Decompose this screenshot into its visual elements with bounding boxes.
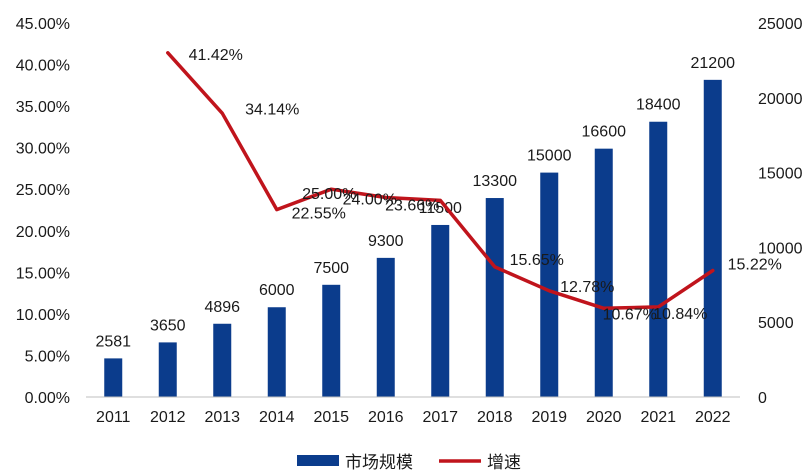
bar-data-label: 3650 <box>150 317 186 334</box>
left-tick-label: 5.00% <box>25 348 70 365</box>
line-data-label: 41.42% <box>189 47 243 64</box>
left-tick-label: 15.00% <box>16 265 70 282</box>
bar-data-label: 13300 <box>473 173 518 190</box>
bar <box>376 257 395 397</box>
legend: 市场规模 增速 <box>297 453 521 472</box>
bar-data-label: 21200 <box>691 55 736 72</box>
left-tick-label: 25.00% <box>16 182 70 199</box>
line-data-label: 12.78% <box>560 279 614 296</box>
right-tick-label: 5000 <box>758 315 794 332</box>
legend-swatch-market-size <box>297 455 339 466</box>
legend-label-market-size: 市场规模 <box>345 453 413 472</box>
bar-data-label: 18400 <box>636 97 681 114</box>
x-tick-label: 2018 <box>477 409 513 426</box>
bar <box>703 79 722 398</box>
line-data-label: 22.55% <box>292 206 346 223</box>
bar <box>158 342 177 397</box>
bar <box>267 307 286 397</box>
line-data-label: 15.22% <box>728 257 782 274</box>
x-tick-label: 2013 <box>204 409 240 426</box>
bar-data-label: 16600 <box>582 124 627 141</box>
bar <box>540 172 559 397</box>
right-tick-label: 25000 <box>758 16 803 33</box>
left-tick-label: 10.00% <box>16 307 70 324</box>
bar <box>104 358 123 397</box>
line-data-label: 10.67% <box>603 306 657 323</box>
line-data-label: 34.14% <box>245 101 299 118</box>
bar-data-label: 9300 <box>368 233 404 250</box>
line-data-label: 25.00% <box>302 186 356 203</box>
right-tick-label: 15000 <box>758 166 803 183</box>
left-tick-label: 45.00% <box>16 16 70 33</box>
bar-data-label: 4896 <box>204 299 240 316</box>
x-tick-label: 2015 <box>313 409 349 426</box>
x-tick-label: 2012 <box>150 409 186 426</box>
bar <box>649 121 668 398</box>
x-tick-label: 2016 <box>368 409 404 426</box>
line-data-label: 10.84% <box>653 306 707 323</box>
x-tick-label: 2021 <box>640 409 676 426</box>
bar <box>213 323 232 397</box>
bar-series <box>104 79 722 398</box>
line-data-label: 24.00% <box>343 192 397 209</box>
left-tick-label: 35.00% <box>16 99 70 116</box>
right-tick-label: 10000 <box>758 240 803 257</box>
left-tick-label: 40.00% <box>16 58 70 75</box>
legend-label-growth: 增速 <box>487 453 521 472</box>
x-axis: 2011 2012 2013 2014 2015 2016 2017 2018 2019 2020… <box>96 409 731 426</box>
bar-data-label: 15000 <box>527 148 572 165</box>
bar <box>485 198 504 397</box>
left-axis: 0.00% 5.00% 10.00% 15.00% 20.00% 25.00% 30.00%… <box>16 16 70 407</box>
x-tick-label: 2011 <box>96 409 131 426</box>
x-tick-label: 2017 <box>422 409 458 426</box>
left-tick-label: 0.00% <box>25 390 70 407</box>
bar <box>322 284 341 397</box>
left-tick-label: 20.00% <box>16 224 70 241</box>
line-data-labels: 41.42% 34.14% 22.55% 25.00%24.00%23.66% 15.6… <box>189 47 782 324</box>
bar-data-label: 6000 <box>259 282 295 299</box>
bar <box>594 148 613 397</box>
left-tick-label: 30.00% <box>16 141 70 158</box>
growth-line <box>166 51 715 311</box>
right-axis: 0 5000 10000 15000 20000 25000 <box>758 16 803 407</box>
x-tick-label: 2020 <box>586 409 622 426</box>
right-tick-label: 0 <box>758 390 767 407</box>
x-tick-label: 2014 <box>259 409 295 426</box>
right-tick-label: 20000 <box>758 91 803 108</box>
line-data-label: 23.66% <box>385 197 439 214</box>
x-tick-label: 2022 <box>695 409 731 426</box>
bar <box>431 224 450 397</box>
bar-data-label: 2581 <box>95 333 131 350</box>
bar-data-label: 7500 <box>313 260 349 277</box>
x-tick-label: 2019 <box>531 409 567 426</box>
line-data-label: 15.65% <box>510 252 564 269</box>
